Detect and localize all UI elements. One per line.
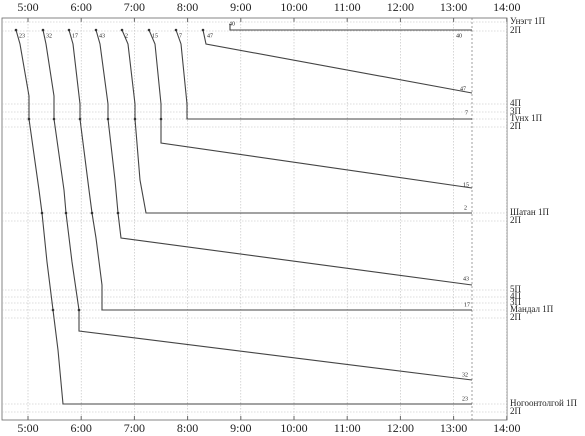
track-label: Ногоонтолгой 1П [510, 398, 578, 408]
track-label: Мандал 1П [510, 304, 554, 314]
train-number-end: 43 [463, 276, 469, 282]
time-label-top: 6:00 [71, 0, 92, 14]
stop-dot [133, 117, 137, 121]
train-number-end: 23 [462, 396, 468, 402]
departure-dot [67, 28, 71, 32]
labels: 5:00 5:00 6:00 6:00 7:00 7:00 8:00 8:00 9:00 9:00… [17, 0, 577, 435]
train-number-end: 2 [464, 205, 467, 211]
track-label: 2П [510, 312, 522, 322]
track-label: 5П [510, 284, 522, 294]
train-number-start: 17 [72, 33, 78, 39]
train-number-end: 15 [463, 182, 469, 188]
track-label: 2П [510, 406, 522, 416]
train-number-start: 47 [207, 33, 213, 39]
train-15 [148, 29, 473, 189]
track-label: 3П [510, 106, 522, 116]
time-label-top: 8:00 [177, 0, 198, 14]
train-47 [202, 29, 473, 94]
departure-dot [41, 28, 45, 32]
time-label-top: 12:00 [387, 0, 414, 14]
train-number-end: 40 [456, 33, 462, 39]
train-number-start: 23 [19, 33, 25, 39]
track-label: Шатан 1П [510, 207, 549, 217]
time-label-bottom: 11:00 [334, 421, 361, 435]
time-label-top: 10:00 [280, 0, 307, 14]
time-label-bottom: 13:00 [440, 421, 467, 435]
train-2 [121, 29, 472, 214]
stop-dot [51, 308, 55, 312]
time-label-bottom: 8:00 [177, 421, 198, 435]
track-label: 2П [510, 215, 522, 225]
frame [1, 17, 508, 421]
train-23 [15, 29, 472, 405]
train-40 [229, 24, 472, 31]
departure-dot [14, 28, 18, 32]
time-label-top: 5:00 [17, 0, 38, 14]
time-label-top: 9:00 [230, 0, 251, 14]
time-label-top: 11:00 [334, 0, 361, 14]
time-label-top: 14:00 [493, 0, 520, 14]
train-number-start: 15 [152, 33, 158, 39]
train-number-end: 32 [462, 372, 468, 378]
time-label-top: 13:00 [440, 0, 467, 14]
track-label: 2П [510, 121, 522, 131]
train-17 [68, 29, 472, 311]
train-number-start: 40 [229, 21, 235, 27]
grid [2, 18, 508, 420]
time-label-bottom: 14:00 [493, 421, 520, 435]
train-number-start: 32 [46, 33, 52, 39]
train-number-start: 2 [125, 33, 128, 39]
track-label: Тунх 1П [510, 113, 543, 123]
train-7 [175, 29, 472, 120]
time-label-bottom: 10:00 [280, 421, 307, 435]
track-label: 4П [510, 98, 522, 108]
stop-dot [64, 211, 68, 215]
track-label: 4П [510, 291, 522, 301]
stop-dot [116, 211, 120, 215]
train-number-start: 7 [179, 33, 182, 39]
stops [14, 28, 205, 312]
stop-dot [27, 117, 31, 121]
stop-dot [77, 308, 81, 312]
train-number-start: 43 [99, 33, 105, 39]
track-label: 3П [510, 297, 522, 307]
departure-dot [201, 28, 205, 32]
departure-dot [147, 28, 151, 32]
departure-dot [174, 28, 178, 32]
stop-dot [40, 211, 44, 215]
time-label-bottom: 9:00 [230, 421, 251, 435]
train-number-end: 17 [464, 302, 470, 308]
time-label-top: 7:00 [124, 0, 145, 14]
stop-dot [78, 117, 82, 121]
train-32 [42, 29, 473, 381]
stop-dot [90, 211, 94, 215]
time-label-bottom: 7:00 [124, 421, 145, 435]
track-label: Унэгт 1П [510, 16, 546, 26]
stop-dot [159, 117, 163, 121]
train-43 [95, 29, 473, 286]
track-label: 2П [510, 25, 522, 35]
train-number-end: 7 [465, 110, 468, 116]
time-label-bottom: 6:00 [71, 421, 92, 435]
departure-dot [120, 28, 124, 32]
stop-dot [106, 117, 110, 121]
departure-dot [94, 28, 98, 32]
train-lines [15, 24, 473, 405]
time-label-bottom: 12:00 [387, 421, 414, 435]
stop-dot [52, 117, 56, 121]
time-label-bottom: 5:00 [17, 421, 38, 435]
train-number-end: 47 [460, 86, 466, 92]
